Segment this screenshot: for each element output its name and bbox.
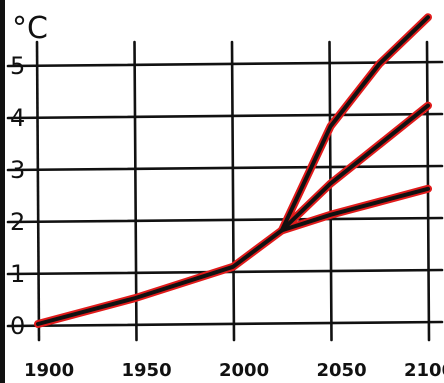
x-tick-label-2000: 2000 bbox=[219, 360, 269, 381]
series-3-line bbox=[279, 103, 430, 233]
y-tick-label-0: 0 bbox=[10, 312, 25, 340]
grid-line-y-5 bbox=[6, 60, 444, 68]
grid-line-x-2050 bbox=[328, 40, 333, 342]
y-tick-label-5: 5 bbox=[10, 52, 25, 80]
grid-line-x-1900 bbox=[35, 40, 41, 342]
grid-line-y-2 bbox=[6, 216, 444, 224]
y-tick-label-3: 3 bbox=[10, 156, 25, 184]
grid-line-x-2000 bbox=[230, 40, 236, 342]
x-tick-label-2100: 2100 bbox=[404, 360, 444, 381]
series-1-line bbox=[36, 228, 284, 326]
series-4-line bbox=[279, 15, 430, 233]
series-2-line bbox=[279, 186, 430, 233]
series-black-lines bbox=[36, 15, 430, 326]
y-tick-label-2: 2 bbox=[10, 208, 25, 236]
left-frame-border bbox=[0, 0, 5, 383]
series-1-red-line bbox=[34, 226, 286, 328]
grid-line-x-1950 bbox=[133, 40, 138, 342]
grid-line-y-0 bbox=[6, 320, 444, 328]
y-axis-unit-label: °C bbox=[12, 11, 48, 46]
grid-lines bbox=[6, 40, 444, 342]
tick-labels: 0 1 2 3 4 5 1900 1950 2000 2050 2100 bbox=[10, 52, 444, 381]
x-tick-label-1950: 1950 bbox=[122, 360, 172, 381]
grid-line-y-3 bbox=[6, 164, 444, 172]
grid-line-y-4 bbox=[6, 112, 444, 120]
y-tick-label-1: 1 bbox=[10, 260, 25, 288]
x-tick-label-2050: 2050 bbox=[317, 360, 367, 381]
x-tick-label-1900: 1900 bbox=[24, 360, 74, 381]
y-tick-label-4: 4 bbox=[10, 104, 25, 132]
